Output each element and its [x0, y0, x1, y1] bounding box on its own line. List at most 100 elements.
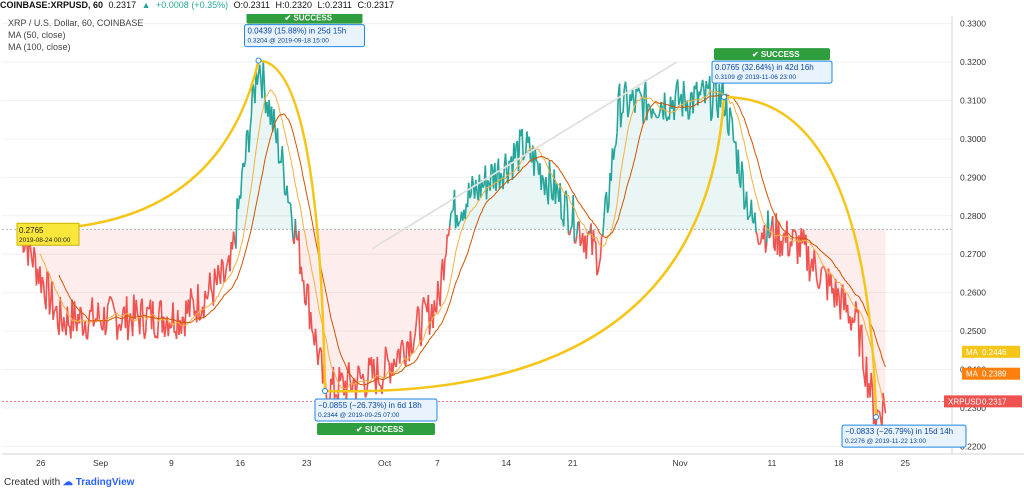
- price-segment: [340, 372, 344, 377]
- price-segment: [688, 93, 692, 117]
- callout-box[interactable]: [244, 24, 365, 48]
- price-segment: [104, 328, 108, 336]
- arc-fall-1: [258, 59, 327, 392]
- price-segment: [119, 322, 123, 331]
- price-segment: [781, 234, 785, 256]
- price-segment: [745, 191, 749, 220]
- price-segment: [678, 99, 681, 105]
- callout-detail: 0.2344 @ 2019-09-25 07:00: [318, 412, 400, 419]
- symbol-name: COINBASE:XRPUSD, 60: [0, 0, 104, 10]
- price-segment: [305, 283, 308, 306]
- price-segment: [625, 91, 629, 118]
- tradingview-logo[interactable]: ☁ TradingView: [62, 477, 135, 488]
- success-badge: [714, 48, 830, 61]
- price-segment: [469, 194, 472, 199]
- price-segment: [188, 288, 192, 317]
- callout-point[interactable]: [322, 387, 328, 394]
- price-segment: [437, 281, 440, 296]
- price-segment: [572, 195, 576, 243]
- price-segment: [366, 357, 370, 384]
- legend-ma100[interactable]: MA (100, close): [8, 42, 71, 52]
- start-flag-date: 2019-08-24 00:00: [19, 237, 71, 244]
- price-segment: [409, 331, 413, 354]
- low-value: L:0.2311: [317, 0, 352, 10]
- price-segment: [300, 266, 304, 282]
- x-tick-label: Oct: [378, 458, 392, 468]
- price-segment: [420, 305, 424, 347]
- price-segment: [376, 356, 380, 382]
- tradingview-label: TradingView: [75, 477, 135, 488]
- trend-line: [372, 61, 677, 250]
- callout-point[interactable]: [255, 57, 262, 64]
- price-segment: [754, 212, 757, 233]
- price-segment: [674, 84, 678, 96]
- price-segment: [498, 172, 502, 190]
- price-segment: [597, 264, 601, 272]
- price-segment: [686, 100, 690, 120]
- price-segment: [750, 199, 754, 222]
- price-segment: [464, 203, 468, 220]
- price-segment: [504, 153, 508, 172]
- price-segment: [364, 394, 368, 398]
- price-segment: [203, 290, 206, 319]
- price-segment: [676, 79, 680, 105]
- y-tick-label: 0.2900: [960, 172, 986, 182]
- chart-legend: XRP / U.S. Dollar, 60, COINBASE MA (50, …: [8, 17, 143, 53]
- callout-box[interactable]: [711, 60, 833, 84]
- price-segment: [112, 306, 116, 312]
- price-segment: [377, 381, 381, 386]
- price-segment: [692, 85, 696, 114]
- price-segment: [362, 374, 365, 385]
- price-segment: [393, 358, 396, 366]
- x-tick-label: 23: [302, 458, 312, 468]
- price-segment: [306, 283, 309, 286]
- price-chart[interactable]: 0.3300 0.3200 0.3100 0.3000 0.2900 0.2800 0.27…: [0, 14, 1024, 476]
- area-above-baseline: [21, 60, 886, 230]
- price-segment: [288, 201, 292, 205]
- price-segment: [249, 115, 253, 129]
- change-arrow-icon: ▲: [141, 0, 151, 10]
- callout-detail: 0.3109 @ 2019-11-06 23:00: [715, 74, 796, 81]
- created-with-label: Created with: [4, 477, 61, 488]
- arc-fall-2: [723, 95, 878, 418]
- symbol-tag: [944, 395, 1022, 408]
- plot-area[interactable]: [2, 16, 952, 454]
- price-segment: [372, 359, 376, 379]
- price-segment: [445, 234, 449, 255]
- price-segment: [813, 248, 817, 265]
- price-segment: [181, 316, 185, 319]
- callout-point[interactable]: [721, 94, 727, 101]
- area-below-baseline: [21, 229, 886, 429]
- legend-series[interactable]: XRP / U.S. Dollar, 60, COINBASE: [8, 18, 144, 28]
- price-segment: [225, 262, 229, 268]
- price-segment: [562, 194, 566, 227]
- price-segment: [109, 295, 112, 299]
- price-segment: [743, 205, 747, 210]
- price-segment: [157, 301, 161, 315]
- price-segment: [444, 254, 447, 260]
- callout-box[interactable]: [841, 424, 967, 448]
- price-segment: [349, 378, 352, 391]
- price-segment: [619, 112, 623, 128]
- price-segment: [414, 321, 418, 334]
- price-segment: [870, 372, 874, 388]
- callout-point[interactable]: [873, 414, 879, 421]
- ma-tag-value: 0.2446: [982, 348, 1007, 357]
- price-segment: [585, 235, 589, 259]
- price-segment: [232, 231, 236, 241]
- legend-ma50[interactable]: MA (50, close): [8, 30, 66, 40]
- price-segment: [220, 258, 224, 263]
- price-segment: [163, 326, 167, 337]
- price-segment: [768, 236, 771, 239]
- price-segment: [415, 306, 419, 322]
- ma-tag-value: 0.2389: [982, 370, 1007, 379]
- price-segment: [837, 288, 840, 298]
- y-tick-label: 0.2700: [960, 249, 986, 259]
- callout-box[interactable]: [314, 398, 438, 422]
- price-segment: [111, 301, 115, 307]
- x-tick-label: Nov: [673, 458, 689, 468]
- price-segment: [522, 155, 526, 161]
- y-tick-label: 0.3000: [960, 134, 986, 144]
- price-segment: [416, 306, 420, 310]
- success-label: ✔ SUCCESS: [356, 425, 404, 434]
